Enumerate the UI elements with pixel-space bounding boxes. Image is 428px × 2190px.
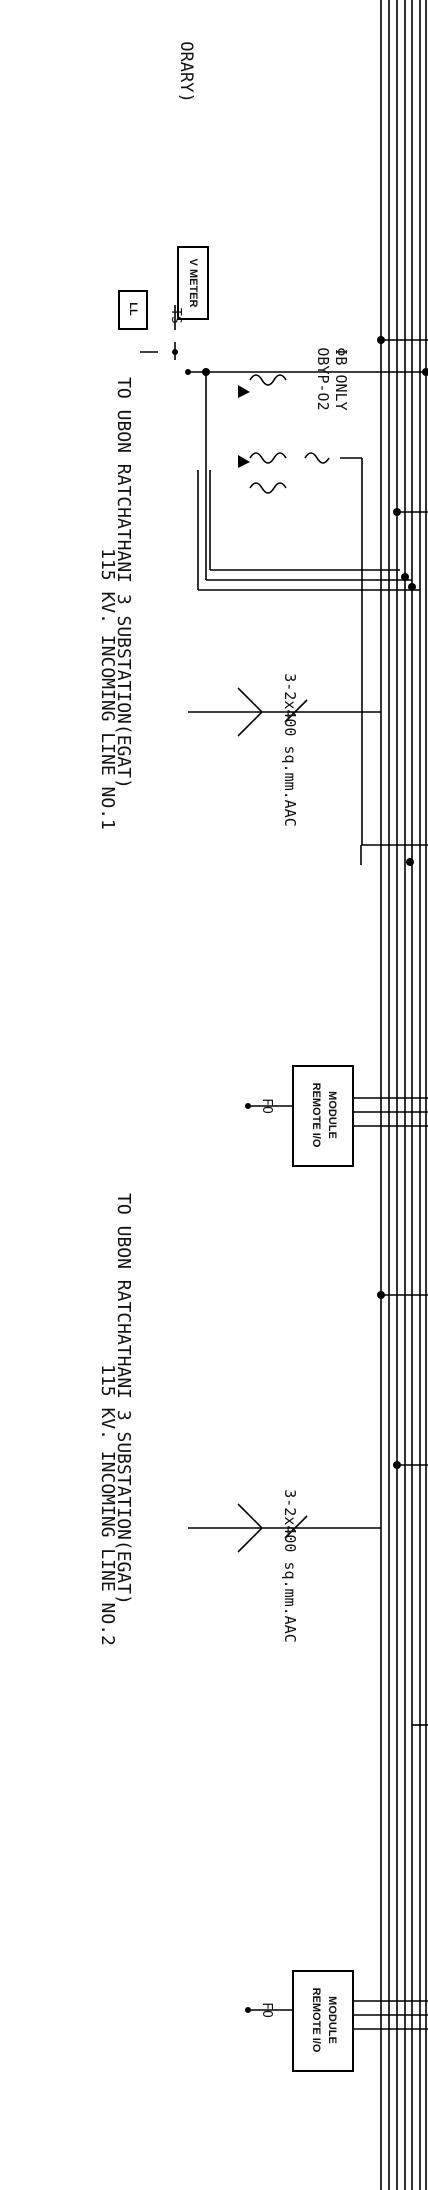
ll-label: LL bbox=[127, 302, 139, 316]
ll-box: LL bbox=[118, 290, 148, 330]
junction-dots bbox=[172, 336, 428, 2013]
vt-coil-secondary-2 bbox=[249, 482, 287, 494]
junction-dot bbox=[406, 858, 414, 866]
v-meter-box: V METER bbox=[177, 246, 209, 320]
feeder2-arrow bbox=[237, 1503, 264, 1553]
vt-coil-secondary-1 bbox=[249, 452, 287, 464]
remote-io-1-line2: MODULE bbox=[326, 1091, 338, 1139]
junction-dot bbox=[172, 349, 178, 355]
vt-coil-secondary-3 bbox=[304, 452, 330, 464]
junction-dot bbox=[377, 1291, 385, 1299]
remote-io-2-line2: MODULE bbox=[326, 1996, 338, 2044]
feeder2-title: 115 KV. INCOMING LINE NO.2 bbox=[97, 1364, 118, 1646]
junction-dot bbox=[202, 368, 210, 376]
remote-io-module-2: REMOTE I/O MODULE bbox=[292, 1970, 354, 2072]
junction-dot bbox=[408, 583, 416, 591]
vt-arrows bbox=[238, 385, 250, 468]
feeder1-conductor: 3-2x400 sq.mm.AAC bbox=[281, 673, 299, 827]
junction-dot bbox=[422, 368, 428, 376]
junction-dot bbox=[377, 336, 385, 344]
feeder2-conductor: 3-2x400 sq.mm.AAC bbox=[281, 1489, 299, 1643]
remote-io-module-1: REMOTE I/O MODULE bbox=[292, 1065, 354, 1167]
feeder1-tick bbox=[284, 699, 308, 723]
remote-io-2-line1: REMOTE I/O bbox=[310, 1987, 322, 2053]
vt-label-1: OBYP-O2 bbox=[314, 347, 332, 411]
v-meter-label: V METER bbox=[187, 258, 199, 308]
fo-label-2: FO bbox=[259, 2002, 274, 2018]
junction-dot bbox=[393, 508, 401, 516]
feeder2-tick bbox=[284, 1515, 308, 1539]
junction-dot bbox=[401, 573, 409, 581]
top-fragment-text: ORARY) bbox=[176, 41, 196, 103]
vt-coil-primary bbox=[249, 374, 287, 386]
junction-dot bbox=[245, 1103, 251, 1109]
ts-label: TS bbox=[168, 308, 183, 324]
fo-label-1: FO bbox=[259, 1098, 274, 1114]
vt-label-2: ΦB ONLY bbox=[332, 347, 350, 411]
feeder1-title: 115 KV. INCOMING LINE NO.1 bbox=[97, 548, 118, 830]
vt-arrow bbox=[238, 385, 250, 398]
vt-arrow bbox=[238, 455, 250, 468]
remote-io-1-line1: REMOTE I/O bbox=[310, 1082, 322, 1148]
junction-dot bbox=[185, 369, 191, 375]
junction-dot bbox=[393, 1461, 401, 1469]
feeder1-arrow bbox=[237, 687, 264, 737]
junction-dot bbox=[245, 2007, 251, 2013]
feeder2-to bbox=[137, 1379, 159, 1419]
